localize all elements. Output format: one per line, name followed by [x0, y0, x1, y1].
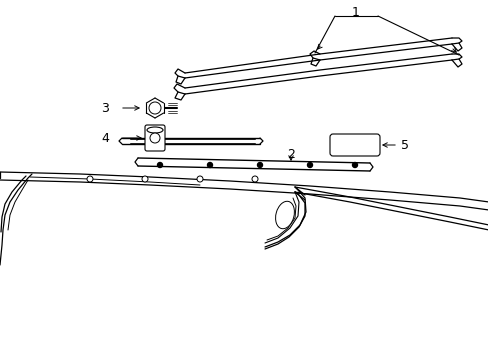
Text: 3: 3	[101, 102, 109, 114]
Circle shape	[150, 133, 160, 143]
Circle shape	[251, 176, 258, 182]
Circle shape	[307, 162, 312, 167]
Circle shape	[149, 102, 161, 114]
Text: 4: 4	[101, 131, 109, 144]
Circle shape	[207, 162, 212, 167]
Text: 1: 1	[351, 5, 359, 18]
Ellipse shape	[275, 201, 294, 229]
Circle shape	[142, 176, 148, 182]
FancyBboxPatch shape	[145, 125, 164, 151]
Text: 5: 5	[400, 139, 408, 152]
Circle shape	[87, 176, 93, 182]
Ellipse shape	[147, 127, 163, 133]
Text: 2: 2	[286, 148, 294, 161]
Circle shape	[352, 162, 357, 167]
Circle shape	[197, 176, 203, 182]
FancyBboxPatch shape	[329, 134, 379, 156]
Circle shape	[257, 162, 262, 167]
Circle shape	[157, 162, 162, 167]
